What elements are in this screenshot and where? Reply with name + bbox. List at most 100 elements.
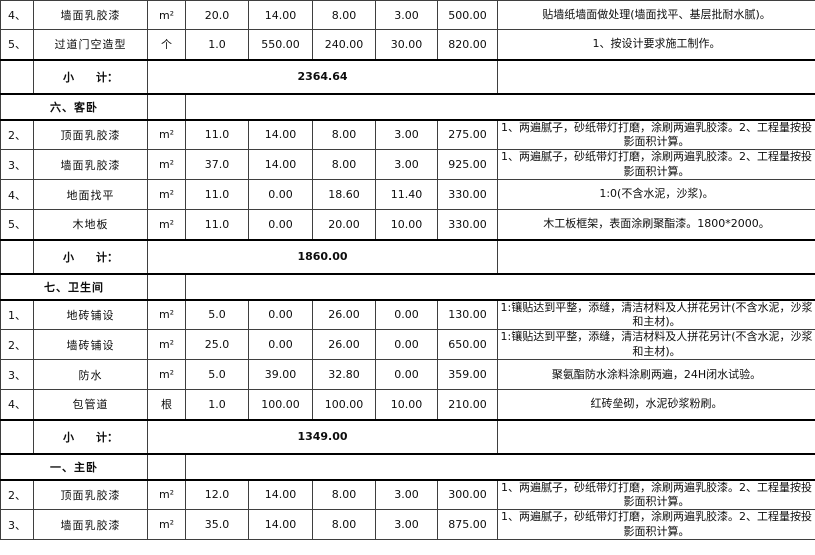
price-cell-3: 10.00 <box>375 209 438 241</box>
section-row: 七、卫生间 <box>0 272 815 301</box>
quantity-cell: 20.0 <box>185 0 249 30</box>
price-cell-2: 26.00 <box>312 299 376 331</box>
item-name: 过道门空造型 <box>33 29 148 60</box>
item-name: 包管道 <box>33 389 148 421</box>
price-cell-3: 10.00 <box>375 389 438 421</box>
remark-cell: 1:镶贴达到平整，添缝，清洁材料及人拼花另计(不含水泥，沙浆和主材)。 <box>497 299 815 331</box>
unit-cell: m² <box>147 329 186 361</box>
table-row: 1、 地砖铺设 m² 5.0 0.00 26.00 0.00 130.00 1:镶贴达到平整，添… <box>0 299 815 331</box>
unit-cell: m² <box>147 209 186 241</box>
subtotal-remark-cell <box>497 58 815 95</box>
price-cell-3: 3.00 <box>375 0 438 30</box>
quantity-cell: 37.0 <box>185 149 249 181</box>
price-cell-2: 8.00 <box>312 509 376 541</box>
price-cell-1: 39.00 <box>248 359 313 391</box>
row-total-cell: 500.00 <box>437 0 498 30</box>
remark-cell: 贴墙纸墙面做处理(墙面找平、基层批耐水腻)。 <box>497 0 815 30</box>
item-name: 地砖铺设 <box>33 299 148 331</box>
remark-cell: 1、两遍腻子，砂纸带灯打磨，涂刷两遍乳胶漆。2、工程量按投影面积计算。 <box>497 509 815 541</box>
row-total-cell: 359.00 <box>437 359 498 391</box>
section-spacer-cell <box>147 92 186 121</box>
subtotal-label: 小 计： <box>33 418 148 455</box>
row-total-cell: 650.00 <box>437 329 498 361</box>
unit-cell: m² <box>147 299 186 331</box>
quantity-cell: 1.0 <box>185 29 249 60</box>
unit-cell: m² <box>147 509 186 541</box>
section-title: 六、客卧 <box>0 92 148 121</box>
item-name: 墙面乳胶漆 <box>33 149 148 181</box>
price-cell-3: 3.00 <box>375 479 438 511</box>
item-name: 墙砖铺设 <box>33 329 148 361</box>
subtotal-spacer-cell <box>0 418 34 455</box>
subtotal-row: 小 计： 2364.64 <box>0 58 815 95</box>
price-cell-1: 0.00 <box>248 329 313 361</box>
section-spacer-cell-wide <box>185 92 815 121</box>
quantity-cell: 1.0 <box>185 389 249 421</box>
row-number: 4、 <box>0 389 34 421</box>
section-row: 六、客卧 <box>0 92 815 121</box>
row-total-cell: 330.00 <box>437 209 498 241</box>
table-row: 2、 顶面乳胶漆 m² 11.0 14.00 8.00 3.00 275.00 1、两遍腻子，砂… <box>0 118 815 151</box>
table-row: 5、 过道门空造型个 1.0 550.00 240.00 30.00 820.00 1、按设计… <box>0 29 815 60</box>
price-cell-3: 0.00 <box>375 299 438 331</box>
item-name: 墙面乳胶漆 <box>33 0 148 30</box>
quote-table-body: 4、 墙面乳胶漆 m² 20.0 14.00 8.00 3.00 500.00 贴墙纸墙面做处理… <box>0 0 815 541</box>
row-number: 3、 <box>0 359 34 391</box>
quantity-cell: 11.0 <box>185 118 249 151</box>
remark-cell: 1:0(不含水泥，沙浆)。 <box>497 179 815 211</box>
table-row: 5、 木地板 m² 11.0 0.00 20.00 10.00 330.00 木工板框架，表面涂… <box>0 209 815 241</box>
remark-cell: 木工板框架，表面涂刷聚酯漆。1800*2000。 <box>497 209 815 241</box>
unit-cell: m² <box>147 359 186 391</box>
section-title: 七、卫生间 <box>0 272 148 301</box>
price-cell-1: 14.00 <box>248 0 313 30</box>
row-total-cell: 820.00 <box>437 29 498 60</box>
unit-cell: m² <box>147 179 186 211</box>
subtotal-total: 1349.00 <box>147 418 498 455</box>
remark-cell: 1、两遍腻子，砂纸带灯打磨，涂刷两遍乳胶漆。2、工程量按投影面积计算。 <box>497 118 815 151</box>
section-row: 一、主卧 <box>0 452 815 481</box>
price-cell-1: 0.00 <box>248 209 313 241</box>
remark-cell: 1:镶贴达到平整，添缝，清洁材料及人拼花另计(不含水泥，沙浆和主材)。 <box>497 329 815 361</box>
row-total-cell: 275.00 <box>437 118 498 151</box>
table-row: 3、 墙面乳胶漆 m² 35.0 14.00 8.00 3.00 875.00 1、两遍腻子，砂… <box>0 509 815 541</box>
price-cell-2: 32.80 <box>312 359 376 391</box>
item-name: 防水 <box>33 359 148 391</box>
section-spacer-cell-wide <box>185 452 815 481</box>
price-cell-1: 14.00 <box>248 149 313 181</box>
remark-cell: 1、两遍腻子，砂纸带灯打磨，涂刷两遍乳胶漆。2、工程量按投影面积计算。 <box>497 149 815 181</box>
quantity-cell: 12.0 <box>185 479 249 511</box>
price-cell-2: 100.00 <box>312 389 376 421</box>
row-total-cell: 875.00 <box>437 509 498 541</box>
subtotal-label: 小 计： <box>33 58 148 95</box>
price-cell-1: 550.00 <box>248 29 313 60</box>
unit-cell: m² <box>147 0 186 30</box>
remark-cell: 聚氨酯防水涂料涂刷两遍，24H闭水试验。 <box>497 359 815 391</box>
row-number: 5、 <box>0 29 34 60</box>
row-total-cell: 330.00 <box>437 179 498 211</box>
row-number: 1、 <box>0 299 34 331</box>
quantity-cell: 11.0 <box>185 209 249 241</box>
table-row: 3、 防水 m² 5.0 39.00 32.80 0.00 359.00 聚氨酯防水涂料涂刷两遍… <box>0 359 815 391</box>
price-cell-3: 30.00 <box>375 29 438 60</box>
price-cell-2: 8.00 <box>312 0 376 30</box>
subtotal-total: 2364.64 <box>147 58 498 95</box>
row-number: 2、 <box>0 118 34 151</box>
subtotal-total: 1860.00 <box>147 238 498 275</box>
row-number: 5、 <box>0 209 34 241</box>
unit-cell: 根 <box>147 389 186 421</box>
item-name: 墙面乳胶漆 <box>33 509 148 541</box>
subtotal-spacer-cell <box>0 238 34 275</box>
quantity-cell: 35.0 <box>185 509 249 541</box>
row-number: 4、 <box>0 179 34 211</box>
row-total-cell: 925.00 <box>437 149 498 181</box>
price-cell-2: 8.00 <box>312 479 376 511</box>
table-row: 2、 顶面乳胶漆 m² 12.0 14.00 8.00 3.00 300.00 1、两遍腻子，砂… <box>0 479 815 511</box>
remark-cell: 红砖垒砌，水泥砂浆粉刷。 <box>497 389 815 421</box>
row-number: 3、 <box>0 149 34 181</box>
quantity-cell: 5.0 <box>185 359 249 391</box>
subtotal-remark-cell <box>497 238 815 275</box>
section-spacer-cell-wide <box>185 272 815 301</box>
section-spacer-cell <box>147 452 186 481</box>
item-name: 顶面乳胶漆 <box>33 479 148 511</box>
price-cell-2: 8.00 <box>312 118 376 151</box>
